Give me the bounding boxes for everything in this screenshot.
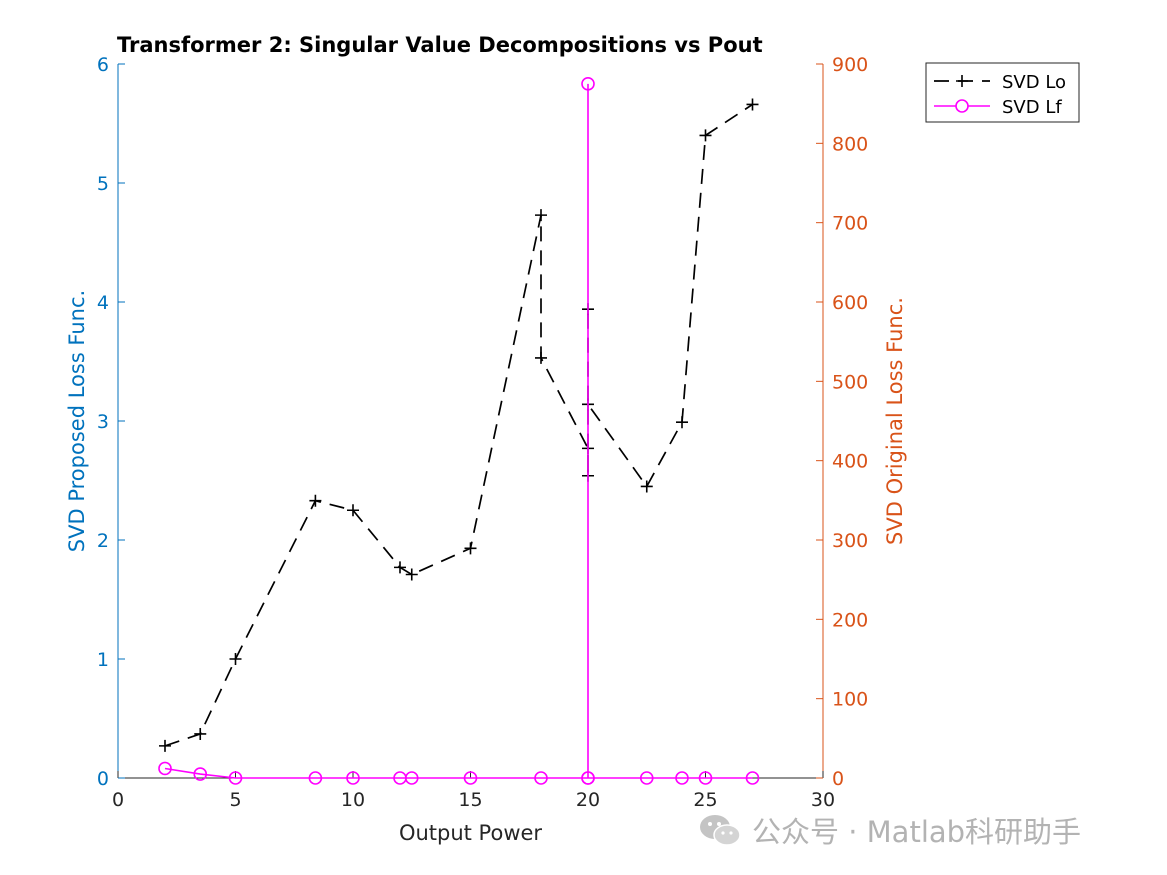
right-y-axis-label: SVD Original Loss Func. [883,297,907,545]
data-point-svd-lf [346,771,360,785]
right-y-tick-label: 0 [832,768,844,790]
legend-marker-svd-lo [956,75,968,87]
data-point-svd-lf [581,77,595,91]
data-point-svd-lo [309,494,322,507]
wechat-icon [700,815,741,846]
right-y-tick-label: 100 [832,689,868,711]
left-y-tick-label: 5 [97,173,109,195]
data-point-svd-lo [347,504,359,517]
data-point-svd-lo [535,209,547,222]
data-point-svd-lo [194,727,207,740]
left-y-tick-label: 2 [97,530,109,552]
legend-label-svd-lf: SVD Lf [1002,97,1062,118]
data-point-svd-lo [676,416,688,429]
legend-box [925,62,1080,123]
data-point-svd-lo [405,568,418,581]
data-point-svd-lf [698,771,713,785]
series-line-svd-lf [164,83,753,779]
watermark: 公众号 · Matlab科研助手 [698,808,1081,852]
left-y-tick-label: 4 [97,292,109,314]
x-tick-label: 30 [811,789,835,811]
data-point-svd-lo [229,653,242,665]
data-point-svd-lf [228,771,243,785]
left-y-tick-label: 3 [97,411,109,433]
data-point-svd-lo [746,98,759,111]
right-y-tick-label: 300 [832,530,868,552]
x-tick-label: 25 [693,789,717,811]
right-y-tick-label: 800 [832,133,868,155]
data-point-svd-lo [464,542,477,555]
data-point-svd-lo [394,561,406,574]
data-point-svd-lf [463,771,478,785]
left-y-axis-label: SVD Proposed Loss Func. [65,290,89,552]
watermark-text: 公众号 · Matlab科研助手 [752,815,1082,849]
data-point-svd-lo [535,351,547,364]
x-tick-label: 15 [458,789,482,811]
data-point-svd-lo [159,739,171,752]
data-point-svd-lf [639,771,654,785]
data-point-svd-lf [193,767,208,781]
right-y-tick-label: 500 [832,371,868,393]
right-y-tick-label: 600 [832,292,868,314]
series-line-svd-lo [164,103,753,747]
legend-marker-svd-lf [955,99,969,113]
data-point-svd-lf [745,771,760,785]
x-axis-label: Output Power [399,821,542,845]
x-tick-label: 20 [576,789,600,811]
data-point-svd-lf [404,771,419,785]
data-point-svd-lf [581,771,595,785]
chart-title: Transformer 2: Singular Value Decomposit… [117,33,763,57]
x-tick-label: 10 [341,789,365,811]
data-point-svd-lo [640,480,653,493]
x-tick-label: 5 [229,789,241,811]
data-point-svd-lf [675,771,689,785]
right-y-tick-label: 700 [832,213,868,235]
data-point-svd-lf [534,771,548,785]
data-point-svd-lf [158,761,172,776]
left-y-tick-label: 6 [97,54,109,76]
left-y-tick-label: 0 [97,768,109,790]
right-y-tick-label: 400 [832,451,868,473]
left-y-tick-label: 1 [97,649,109,671]
x-tick-label: 0 [112,789,124,811]
data-point-svd-lo [699,129,712,142]
legend-label-svd-lo: SVD Lo [1002,72,1066,93]
data-point-svd-lf [308,771,323,785]
right-y-tick-label: 200 [832,609,868,631]
right-y-tick-label: 900 [832,54,868,76]
